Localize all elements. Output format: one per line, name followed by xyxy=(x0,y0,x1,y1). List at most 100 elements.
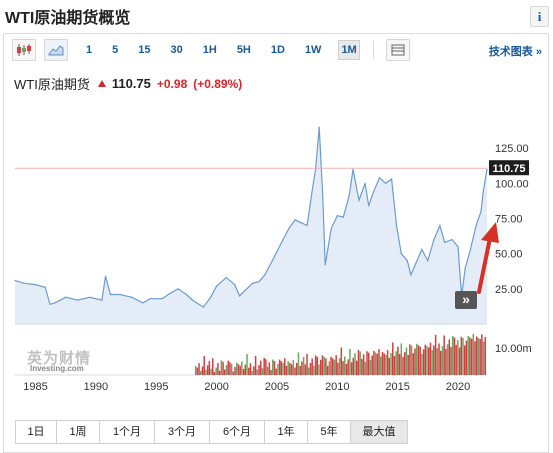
expand-chart-button[interactable]: » xyxy=(455,291,477,309)
price-point xyxy=(348,193,350,196)
volume-bar xyxy=(272,359,274,375)
interval-5h[interactable]: 5H xyxy=(236,44,251,56)
period-max[interactable]: 最大值 xyxy=(351,421,407,443)
period-selector: 1日 1周 1个月 3个月 6个月 1年 5年 最大值 xyxy=(15,420,408,444)
price-point xyxy=(451,239,453,241)
volume-bar xyxy=(239,365,241,375)
volume-bar xyxy=(230,363,233,375)
table-view-icon[interactable] xyxy=(385,39,410,61)
interval-1m[interactable]: 1M xyxy=(338,40,360,60)
volume-bar xyxy=(304,364,307,375)
price-point xyxy=(439,224,441,227)
price-point xyxy=(104,275,107,277)
interval-1d[interactable]: 1D xyxy=(270,44,285,56)
info-button[interactable]: i xyxy=(530,6,549,27)
volume-bar xyxy=(237,364,240,375)
volume-bar xyxy=(206,365,209,375)
period-3m[interactable]: 3个月 xyxy=(155,421,210,443)
volume-bar xyxy=(367,352,370,375)
volume-bar xyxy=(222,361,224,375)
volume-bar xyxy=(470,338,473,375)
volume-tick-label: 10.00m xyxy=(495,343,532,355)
x-tick-label: 1995 xyxy=(144,381,168,393)
interval-5[interactable]: 5 xyxy=(112,44,119,56)
volume-bar xyxy=(236,362,238,375)
price-point xyxy=(368,205,370,207)
price-point xyxy=(410,274,412,276)
volume-bar xyxy=(265,359,267,375)
interval-1h[interactable]: 1H xyxy=(202,44,217,56)
volume-bar xyxy=(194,366,197,375)
volume-bar xyxy=(332,358,334,375)
price-point xyxy=(34,284,37,286)
x-tick-label: 1985 xyxy=(23,381,47,393)
period-1m[interactable]: 1个月 xyxy=(100,421,155,443)
price-point xyxy=(482,189,484,191)
volume-bar xyxy=(398,354,401,375)
price-chart[interactable]: 110.75 125.00 100.00 75.00 50.00 25.00 10.00m 1… xyxy=(0,0,553,400)
price-point xyxy=(342,216,344,218)
price-point xyxy=(469,250,471,252)
price-point xyxy=(322,196,324,198)
volume-bar xyxy=(299,365,301,375)
volume-bar xyxy=(395,351,397,375)
price-point xyxy=(372,191,375,193)
volume-bar xyxy=(196,367,199,375)
volume-bar xyxy=(338,358,341,375)
price-point xyxy=(294,219,296,221)
volume-bar xyxy=(403,352,406,375)
period-6m[interactable]: 6个月 xyxy=(210,421,265,443)
technical-chart-link[interactable]: 技术图表 » xyxy=(488,46,542,58)
volume-bar xyxy=(309,362,312,375)
price-point xyxy=(238,295,241,297)
volume-bar xyxy=(376,353,379,375)
volume-bar xyxy=(254,355,257,375)
volume-bar xyxy=(213,371,216,375)
interval-15[interactable]: 15 xyxy=(138,44,151,56)
volume-bar xyxy=(412,353,415,375)
volume-bar xyxy=(457,340,459,375)
volume-bar xyxy=(388,357,391,375)
volume-bar xyxy=(314,355,317,375)
volume-bar xyxy=(260,360,262,375)
interval-30[interactable]: 30 xyxy=(170,44,183,56)
area-chart-icon[interactable] xyxy=(44,39,68,61)
x-tick-label: 2000 xyxy=(204,381,228,393)
volume-bar xyxy=(484,336,487,375)
period-1d[interactable]: 1日 xyxy=(16,421,57,443)
volume-bar xyxy=(364,361,367,375)
volume-bar xyxy=(402,356,404,375)
chart-panel: 1 5 15 30 1H 5H 1D 1W 1M 技术图表 » WTI原油期货 … xyxy=(3,33,549,453)
period-1y[interactable]: 1年 xyxy=(265,421,308,443)
volume-bar xyxy=(462,338,464,375)
volume-bar xyxy=(296,362,298,375)
volume-bar xyxy=(290,364,293,375)
volume-bar xyxy=(208,360,211,375)
y-tick-label: 25.00 xyxy=(495,284,523,296)
volume-bar xyxy=(436,348,439,375)
volume-bar xyxy=(248,367,250,375)
volume-bar xyxy=(378,349,380,375)
volume-bar xyxy=(451,336,454,375)
volume-bar xyxy=(460,336,463,375)
price-point xyxy=(300,222,302,224)
volume-bar xyxy=(225,365,228,375)
volume-bar xyxy=(431,350,433,375)
price-point xyxy=(311,191,313,193)
price-point xyxy=(364,182,366,184)
price-point xyxy=(378,177,381,179)
volume-bar xyxy=(215,367,217,375)
price-point xyxy=(421,248,423,251)
interval-1[interactable]: 1 xyxy=(86,44,93,56)
price-point xyxy=(191,299,194,301)
volume-bar xyxy=(349,348,351,375)
volume-bar xyxy=(446,344,449,375)
period-1w[interactable]: 1周 xyxy=(57,421,100,443)
period-5y[interactable]: 5年 xyxy=(308,421,351,443)
volume-bar xyxy=(453,337,456,375)
price-point xyxy=(131,296,133,298)
volume-bar xyxy=(313,365,315,375)
interval-1w[interactable]: 1W xyxy=(304,44,322,56)
candlestick-icon[interactable] xyxy=(12,39,36,61)
volume-bar xyxy=(415,343,418,375)
